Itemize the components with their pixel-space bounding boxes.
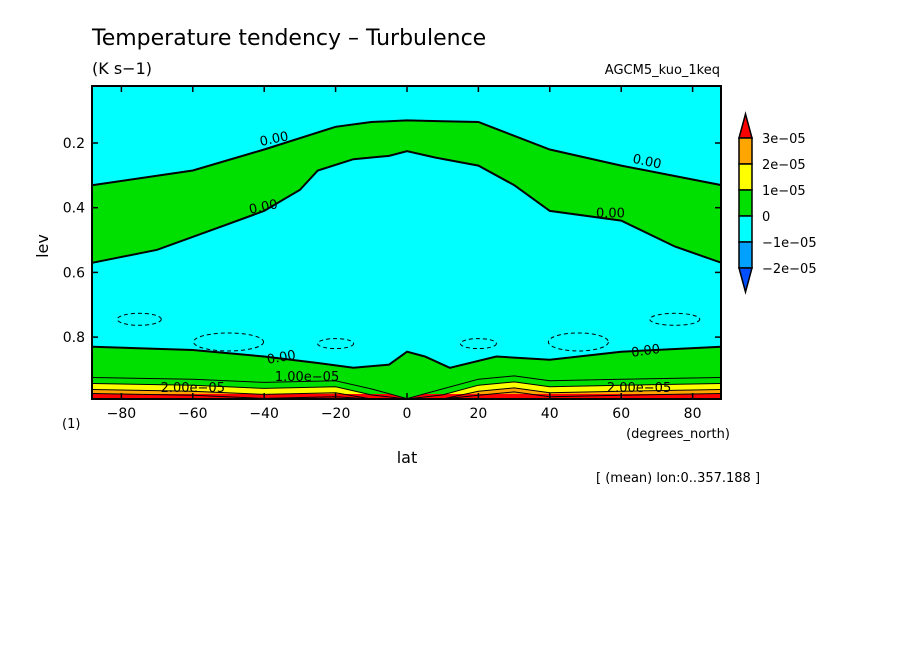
contour-label: 2.00e−05 [161,381,225,396]
colorbar-label: 2e−05 [762,158,806,173]
x-tick-label: 40 [541,406,559,422]
contour-3e-05 [92,387,721,399]
colorbar-label: 1e−05 [762,184,806,199]
colorbar-swatch [738,241,753,269]
x-tick-label: −80 [107,406,137,422]
contour-label: 0.00 [596,206,625,221]
contour-label: 1.00e−05 [275,370,339,385]
x-tick-label: −40 [249,406,279,422]
contour-label: 0.00 [630,342,661,361]
colorbar-swatch [738,163,753,191]
contour-label: 0.00 [631,152,662,173]
colorbar-label: 3e−05 [762,132,806,147]
y-tick-label: 0.6 [63,265,85,281]
colorbar-label: 0 [762,210,770,225]
region-green-upper [92,120,721,263]
plot-area: 0.00 0.00 0.00 0.00 0.00 0.00 1.00e−05 2.00e−05… [92,86,721,399]
chart-units: (K s−1) [92,59,152,78]
colorbar-label: −1e−05 [762,236,817,251]
contour-zero-upper-bottom [92,150,721,264]
contour-2e-05 [92,381,721,399]
contour-zero-upper-top [92,119,721,187]
x-axis-label: lat [397,448,418,467]
x-tick-label: 20 [469,406,487,422]
y-tick-label: 0.8 [63,330,85,346]
chart-title: Temperature tendency – Turbulence [91,26,486,51]
y-tick-label: 0.4 [63,201,85,217]
contour-negative-dashed [649,312,701,326]
x-tick-label: −60 [178,406,208,422]
contour-label: 0.00 [266,348,297,368]
model-label: AGCM5_kuo_1keq [605,63,720,78]
mean-note: [ (mean) lon:0..357.188 ] [596,471,760,486]
y-axis-units: (1) [62,417,80,432]
colorbar-swatch [738,189,753,217]
region-green-lower [92,346,721,399]
colorbar-arrow-bottom [738,267,753,295]
y-tick-label: 0.2 [63,136,85,152]
contour-label: 0.00 [248,197,279,218]
colorbar-swatch [738,137,753,165]
y-axis-label: lev [33,234,52,258]
contour-negative-dashed [317,338,355,350]
colorbar-swatch [738,215,753,243]
contour-zero-lower [92,345,721,369]
x-tick-label: −20 [321,406,351,422]
x-axis-units: (degrees_north) [626,427,730,442]
colorbar-label: −2e−05 [762,262,817,277]
x-tick-label: 80 [684,406,702,422]
contour-label: 2.00e−05 [607,381,671,396]
contour-negative-dashed [547,332,609,352]
x-tick-label: 0 [403,406,412,422]
x-tick-label: 60 [612,406,630,422]
contour-negative-dashed [193,332,264,352]
colorbar-arrow-top [738,111,753,139]
contour-label: 0.00 [258,129,289,150]
contour-4e-05 [92,391,721,399]
contour-negative-dashed [459,338,497,350]
contour-1e-05 [92,375,721,399]
contour-negative-dashed [116,312,162,326]
colorbar: 3e−05 2e−05 1e−05 0 −1e−05 −2e−05 [738,111,817,295]
